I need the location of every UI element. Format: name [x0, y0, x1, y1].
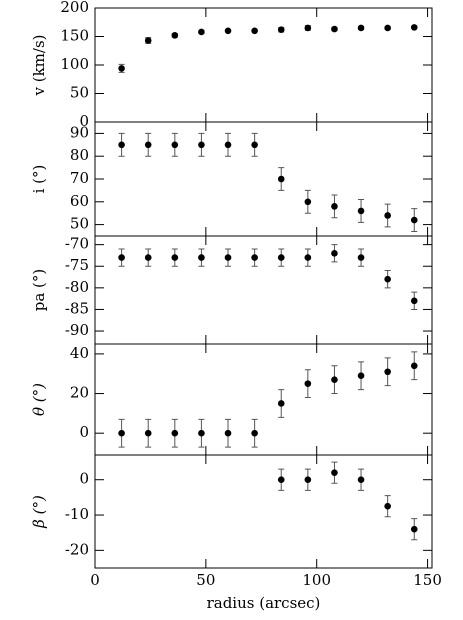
data-point	[331, 25, 338, 33]
y-axis-label: i (°)	[30, 165, 48, 194]
data-point	[118, 254, 125, 261]
data-point	[224, 141, 232, 149]
data-point	[277, 175, 285, 183]
data-point	[304, 380, 312, 387]
x-tick-label: 100	[302, 571, 331, 589]
data-point	[198, 429, 205, 437]
data-point	[410, 362, 418, 370]
y-axis-label: θ (°)	[30, 383, 48, 416]
data-point	[331, 203, 338, 210]
data-point	[410, 297, 418, 305]
data-point	[144, 429, 152, 437]
data-point	[171, 141, 179, 149]
data-point	[357, 476, 365, 484]
data-point	[198, 254, 205, 261]
data-point	[198, 28, 205, 36]
data-point	[384, 24, 391, 32]
data-point	[198, 141, 205, 149]
y-tick-label: -10	[65, 505, 89, 523]
data-point	[357, 372, 365, 380]
data-point	[224, 27, 232, 35]
x-tick-label: 150	[413, 571, 442, 589]
y-tick-label: 90	[70, 123, 89, 141]
y-tick-label: -75	[65, 256, 89, 274]
x-axis-label: radius (arcsec)	[207, 594, 321, 612]
data-point	[357, 207, 365, 215]
data-point	[331, 376, 338, 383]
data-point	[277, 254, 285, 261]
data-point	[171, 254, 179, 261]
data-point	[224, 429, 232, 437]
y-tick-label: 20	[70, 384, 89, 402]
data-point	[277, 26, 285, 33]
data-point	[144, 141, 152, 149]
data-point	[357, 24, 365, 32]
data-point	[118, 141, 125, 149]
y-tick-label: -85	[65, 299, 89, 317]
y-tick-label: 200	[60, 0, 89, 16]
y-axis-label: β (°)	[30, 495, 48, 529]
data-point	[304, 254, 312, 261]
data-point	[277, 400, 285, 407]
data-point	[331, 469, 338, 476]
y-axis-label: pa (°)	[30, 269, 48, 312]
data-point	[251, 27, 258, 35]
data-point	[277, 476, 285, 484]
data-point	[357, 254, 365, 261]
data-point	[384, 502, 391, 510]
y-tick-label: 50	[70, 215, 89, 233]
data-point	[410, 216, 418, 224]
y-tick-label: 0	[79, 423, 89, 441]
panel-frame	[94, 454, 433, 569]
data-point	[304, 24, 312, 32]
data-point	[251, 141, 258, 149]
y-axis-label: v (km/s)	[30, 34, 48, 96]
y-tick-label: -90	[65, 321, 89, 339]
data-point	[304, 476, 312, 484]
data-point	[171, 32, 179, 39]
data-point	[118, 65, 125, 72]
data-point	[251, 254, 258, 261]
y-tick-label: 50	[70, 84, 89, 102]
y-tick-label: 70	[70, 169, 89, 187]
data-point	[384, 275, 391, 283]
data-point	[384, 368, 391, 376]
x-tick-label: 0	[90, 571, 100, 589]
y-tick-label: -20	[65, 540, 89, 558]
data-point	[171, 429, 179, 437]
data-point	[410, 24, 418, 31]
data-point	[304, 198, 312, 206]
data-point	[331, 249, 338, 257]
data-point	[118, 429, 125, 437]
y-tick-label: 0	[79, 470, 89, 488]
data-point	[144, 37, 152, 44]
y-tick-label: 150	[60, 27, 89, 45]
data-point	[384, 212, 391, 219]
x-tick-label: 50	[196, 571, 215, 589]
y-tick-label: 100	[60, 55, 89, 73]
y-tick-label: -80	[65, 278, 89, 296]
y-tick-label: 40	[70, 344, 89, 362]
y-tick-label: 0	[79, 112, 89, 130]
y-tick-label: -70	[65, 235, 89, 253]
data-point	[251, 429, 258, 437]
y-tick-label: 60	[70, 192, 89, 210]
data-point	[224, 254, 232, 261]
data-point	[144, 254, 152, 261]
y-tick-label: 80	[70, 146, 89, 164]
data-point	[410, 525, 418, 533]
